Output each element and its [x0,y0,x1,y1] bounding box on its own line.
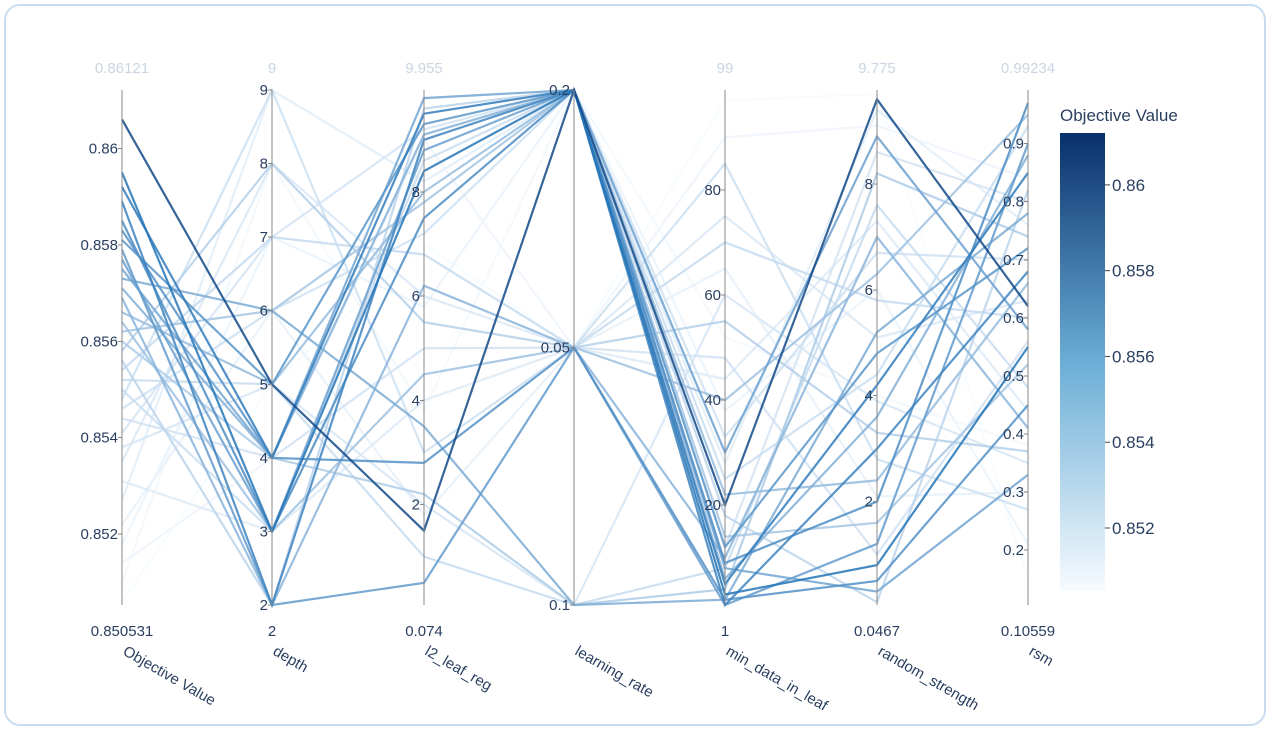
tick-label: 4 [412,392,420,409]
colorbar-tick-label: 0.86 [1112,176,1145,195]
tick-label: 0.05 [541,340,570,357]
tick-label: 0.856 [80,333,118,350]
tick-label: 0.6 [1003,310,1024,327]
trial-line [121,88,1029,551]
axis-objective: 0.852 0.854 0.856 0.858 0.86 0.86121 0.850531 O… [80,60,218,709]
tick-label: 0.3 [1003,484,1024,501]
axis-min-label: 1 [721,623,729,640]
colorbar-tick-label: 0.854 [1112,433,1155,452]
axis-min-label: 0.074 [405,623,443,640]
tick-label: 0.2 [1003,542,1024,559]
tick-label: 80 [704,182,721,199]
tick-label: 2 [865,494,873,511]
axis-title: depth [270,643,311,676]
tick-label: 0.2 [549,82,570,99]
tick-label: 6 [260,303,268,320]
trial-line [121,234,1029,608]
tick-label: 20 [704,497,721,514]
tick-label: 4 [865,388,873,405]
tick-label: 4 [260,450,268,467]
tick-label: 0.86 [89,140,118,157]
axis-min-label: 0.850531 [91,623,154,640]
axis-max-label: 9.955 [405,60,443,77]
tick-label: 7 [260,229,268,246]
tick-label: 0.854 [80,430,118,447]
tick-label: 60 [704,287,721,304]
axis-title: learning_rate [572,643,656,702]
colorbar-title: Objective Value [1060,106,1178,125]
tick-label: 3 [260,523,268,540]
axis-min-data-in-leaf: 20 40 60 80 99 1 min_data_in_leaf [704,60,831,715]
tick-label: 0.8 [1003,194,1024,211]
tick-label: 6 [412,288,420,305]
colorbar-tick-label: 0.856 [1112,347,1155,366]
tick-label: 0.5 [1003,368,1024,385]
trial-line [121,88,1029,550]
colorbar-tick-label: 0.858 [1112,262,1155,281]
colorbar-gradient [1060,133,1105,591]
tick-label: 40 [704,392,721,409]
trial-line [120,143,1030,607]
axis-max-label: 0.99234 [1001,60,1055,77]
trial-line [121,88,1029,593]
tick-label: 9 [260,82,268,99]
colorbar-ticks: 0.852 0.854 0.856 0.858 0.86 [1105,176,1155,538]
axis-depth: 2 3 4 5 6 7 8 99 2 depth [260,60,311,676]
tick-label: 8 [260,156,268,173]
axis-max-label: 9 [268,60,276,77]
tick-label: 0.1 [549,597,570,614]
trial-line [121,88,1030,565]
axis-max-label: 99 [717,60,734,77]
trial-line [121,212,1029,607]
axis-min-label: 0.10559 [1001,623,1055,640]
colorbar: Objective Value 0.852 0.854 0.856 0.858 0.86 [1060,106,1178,591]
tick-label: 0.852 [80,526,118,543]
colorbar-tick-label: 0.852 [1112,519,1155,538]
tick-label: 8 [865,176,873,193]
tick-label: 0.858 [80,237,118,254]
axis-min-label: 0.0467 [854,623,900,640]
axis-random-strength: 2 4 6 8 9.775 0.0467 random_strength [854,60,982,714]
tick-label: 5 [260,376,268,393]
axis-title: l2_leaf_reg [422,643,495,695]
axis-max-label: 0.86121 [95,60,149,77]
tick-label: 6 [865,282,873,299]
tick-label: 2 [260,597,268,614]
tick-label: 0.9 [1003,136,1024,153]
axis-rsm: 0.2 0.3 0.4 0.5 0.6 0.7 0.8 0.9 0.99234 0.10559 rs… [1001,60,1056,670]
chart-card [4,4,1266,726]
axis-title: min_data_in_leaf [723,643,831,715]
axis-title: random_strength [875,643,982,714]
tick-label: 0.4 [1003,426,1024,443]
tick-label: 2 [412,497,420,514]
axis-title: rsm [1026,643,1056,670]
trial-lines-layer [120,86,1030,609]
tick-label: 0.7 [1003,252,1024,269]
axis-max-label: 9.775 [858,60,896,77]
axis-title: Objective Value [120,643,219,710]
axis-min-label: 2 [268,623,276,640]
tick-label: 8 [412,184,420,201]
